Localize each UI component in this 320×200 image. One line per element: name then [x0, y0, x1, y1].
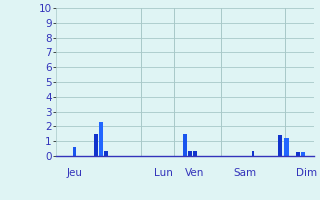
Bar — [301, 152, 305, 156]
Bar — [278, 135, 283, 156]
Bar — [188, 151, 192, 156]
Bar — [183, 134, 187, 156]
Text: Lun: Lun — [154, 168, 173, 178]
Bar — [104, 151, 108, 156]
Bar — [252, 151, 254, 156]
Bar — [193, 151, 197, 156]
Bar — [284, 138, 289, 156]
Text: Jeu: Jeu — [66, 168, 82, 178]
Bar — [99, 122, 103, 156]
Text: Dim: Dim — [296, 168, 317, 178]
Text: Sam: Sam — [234, 168, 257, 178]
Text: Ven: Ven — [185, 168, 204, 178]
Bar — [73, 147, 76, 156]
Bar — [296, 152, 300, 156]
Bar — [94, 134, 98, 156]
